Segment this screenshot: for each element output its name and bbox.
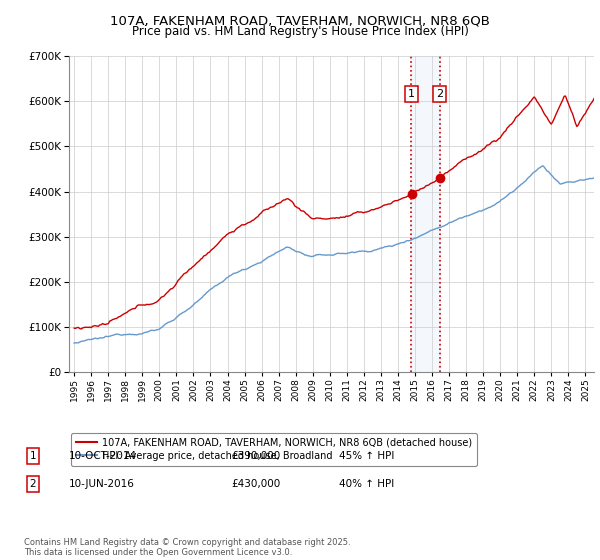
Text: 10-JUN-2016: 10-JUN-2016: [69, 479, 135, 489]
Text: £390,000: £390,000: [231, 451, 280, 461]
Text: 107A, FAKENHAM ROAD, TAVERHAM, NORWICH, NR8 6QB: 107A, FAKENHAM ROAD, TAVERHAM, NORWICH, …: [110, 14, 490, 27]
Text: 1: 1: [408, 89, 415, 99]
Text: 1: 1: [29, 451, 37, 461]
Text: 2: 2: [29, 479, 37, 489]
Bar: [411, 56, 440, 372]
Text: Price paid vs. HM Land Registry's House Price Index (HPI): Price paid vs. HM Land Registry's House …: [131, 25, 469, 38]
Text: 45% ↑ HPI: 45% ↑ HPI: [339, 451, 394, 461]
Text: 2: 2: [436, 89, 443, 99]
Text: Contains HM Land Registry data © Crown copyright and database right 2025.
This d: Contains HM Land Registry data © Crown c…: [24, 538, 350, 557]
Text: 40% ↑ HPI: 40% ↑ HPI: [339, 479, 394, 489]
Text: £430,000: £430,000: [231, 479, 280, 489]
Text: 10-OCT-2014: 10-OCT-2014: [69, 451, 137, 461]
Legend: 107A, FAKENHAM ROAD, TAVERHAM, NORWICH, NR8 6QB (detached house), HPI: Average p: 107A, FAKENHAM ROAD, TAVERHAM, NORWICH, …: [71, 433, 478, 466]
